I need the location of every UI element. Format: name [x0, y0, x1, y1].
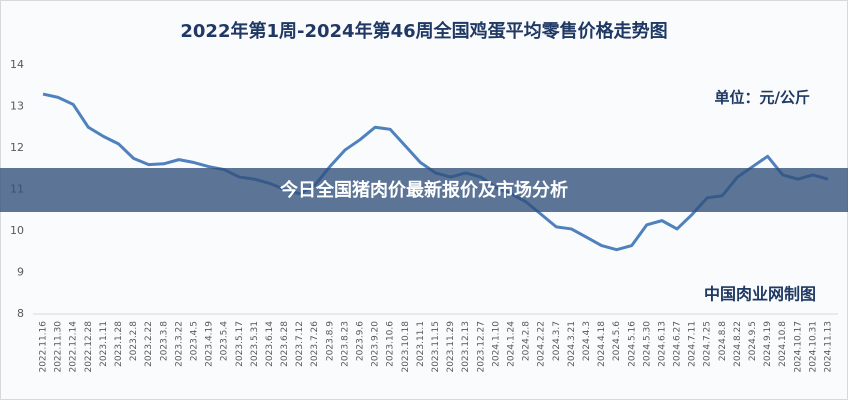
x-tick-label: 2024.10.8	[778, 321, 788, 367]
x-tick-label: 2023.1.11	[99, 321, 109, 367]
x-tick-label: 2024.11.13	[824, 321, 834, 373]
x-tick-label: 2023.3.22	[174, 321, 184, 367]
x-tick-label: 2023.9.6	[356, 321, 366, 361]
x-tick-label: 2023.2.22	[144, 321, 154, 367]
x-tick-label: 2024.1.10	[491, 321, 501, 367]
x-tick-label: 2024.10.31	[808, 321, 818, 373]
x-tick-label: 2024.9.19	[763, 321, 773, 367]
x-tick-label: 2024.2.8	[522, 321, 532, 361]
x-tick-label: 2023.12.13	[461, 321, 471, 373]
y-tick-label: 10	[10, 224, 24, 237]
x-tick-label: 2024.4.3	[582, 321, 592, 361]
x-tick-label: 2023.3.8	[159, 321, 169, 361]
x-tick-label: 2022.11.16	[39, 321, 49, 373]
banner	[0, 168, 848, 212]
x-tick-label: 2024.8.22	[733, 321, 743, 367]
x-tick-label: 2024.8.8	[718, 321, 728, 361]
x-tick-label: 2023.8.23	[340, 321, 350, 367]
y-tick-label: 8	[17, 307, 24, 320]
chart-title: 2022年第1周-2024年第46周全国鸡蛋平均零售价格走势图	[180, 20, 667, 42]
x-tick-label: 2024.10.17	[793, 321, 803, 373]
y-tick-label: 14	[10, 58, 24, 71]
x-tick-label: 2024.6.27	[673, 321, 683, 367]
x-tick-label: 2024.7.25	[703, 321, 713, 367]
x-tick-label: 2023.4.19	[205, 321, 215, 367]
plot: 8910111213142022.11.162022.11.302022.12.…	[10, 58, 838, 373]
x-tick-label: 2023.10.18	[401, 321, 411, 373]
x-tick-label: 2024.1.24	[506, 321, 516, 367]
x-tick-label: 2023.12.27	[476, 321, 486, 373]
x-tick-label: 2023.5.31	[250, 321, 260, 367]
x-tick-label: 2024.5.30	[642, 321, 652, 367]
x-tick-label: 2022.12.28	[84, 321, 94, 373]
x-tick-label: 2023.6.28	[280, 321, 290, 367]
x-tick-label: 2024.3.7	[552, 321, 562, 361]
x-tick-label: 2023.6.14	[265, 321, 275, 367]
x-tick-label: 2024.4.18	[597, 321, 607, 367]
x-tick-label: 2022.12.14	[69, 321, 79, 373]
x-tick-label: 2023.11.1	[416, 321, 426, 367]
x-tick-label: 2023.9.20	[371, 321, 381, 367]
x-tick-label: 2023.1.28	[114, 321, 124, 367]
source-label: 中国肉业网制图	[704, 285, 816, 304]
y-tick-label: 13	[10, 100, 24, 113]
banner-text: 今日全国猪肉价最新报价及市场分析	[280, 179, 568, 201]
x-tick-label: 2024.6.13	[657, 321, 667, 367]
x-tick-label: 2023.5.4	[220, 321, 230, 361]
x-tick-label: 2023.2.8	[129, 321, 139, 361]
unit-label: 单位：元/公斤	[715, 89, 810, 107]
y-tick-label: 12	[10, 141, 24, 154]
x-tick-label: 2023.5.17	[235, 321, 245, 367]
x-tick-label: 2024.5.16	[627, 321, 637, 367]
x-tick-label: 2023.11.29	[446, 321, 456, 373]
x-tick-label: 2024.7.11	[688, 321, 698, 367]
x-tick-label: 2022.11.30	[54, 321, 64, 373]
x-tick-label: 2023.7.12	[295, 321, 305, 367]
x-tick-label: 2023.4.5	[189, 321, 199, 361]
x-tick-label: 2023.8.9	[325, 321, 335, 361]
x-tick-label: 2024.5.6	[612, 321, 622, 361]
x-tick-label: 2023.7.26	[310, 321, 320, 367]
x-tick-label: 2023.10.6	[386, 321, 396, 367]
x-tick-label: 2024.9.5	[748, 321, 758, 361]
x-tick-label: 2024.3.21	[567, 321, 577, 367]
y-tick-label: 9	[17, 266, 24, 279]
x-tick-label: 2024.2.22	[537, 321, 547, 367]
x-tick-label: 2023.11.15	[431, 321, 441, 373]
